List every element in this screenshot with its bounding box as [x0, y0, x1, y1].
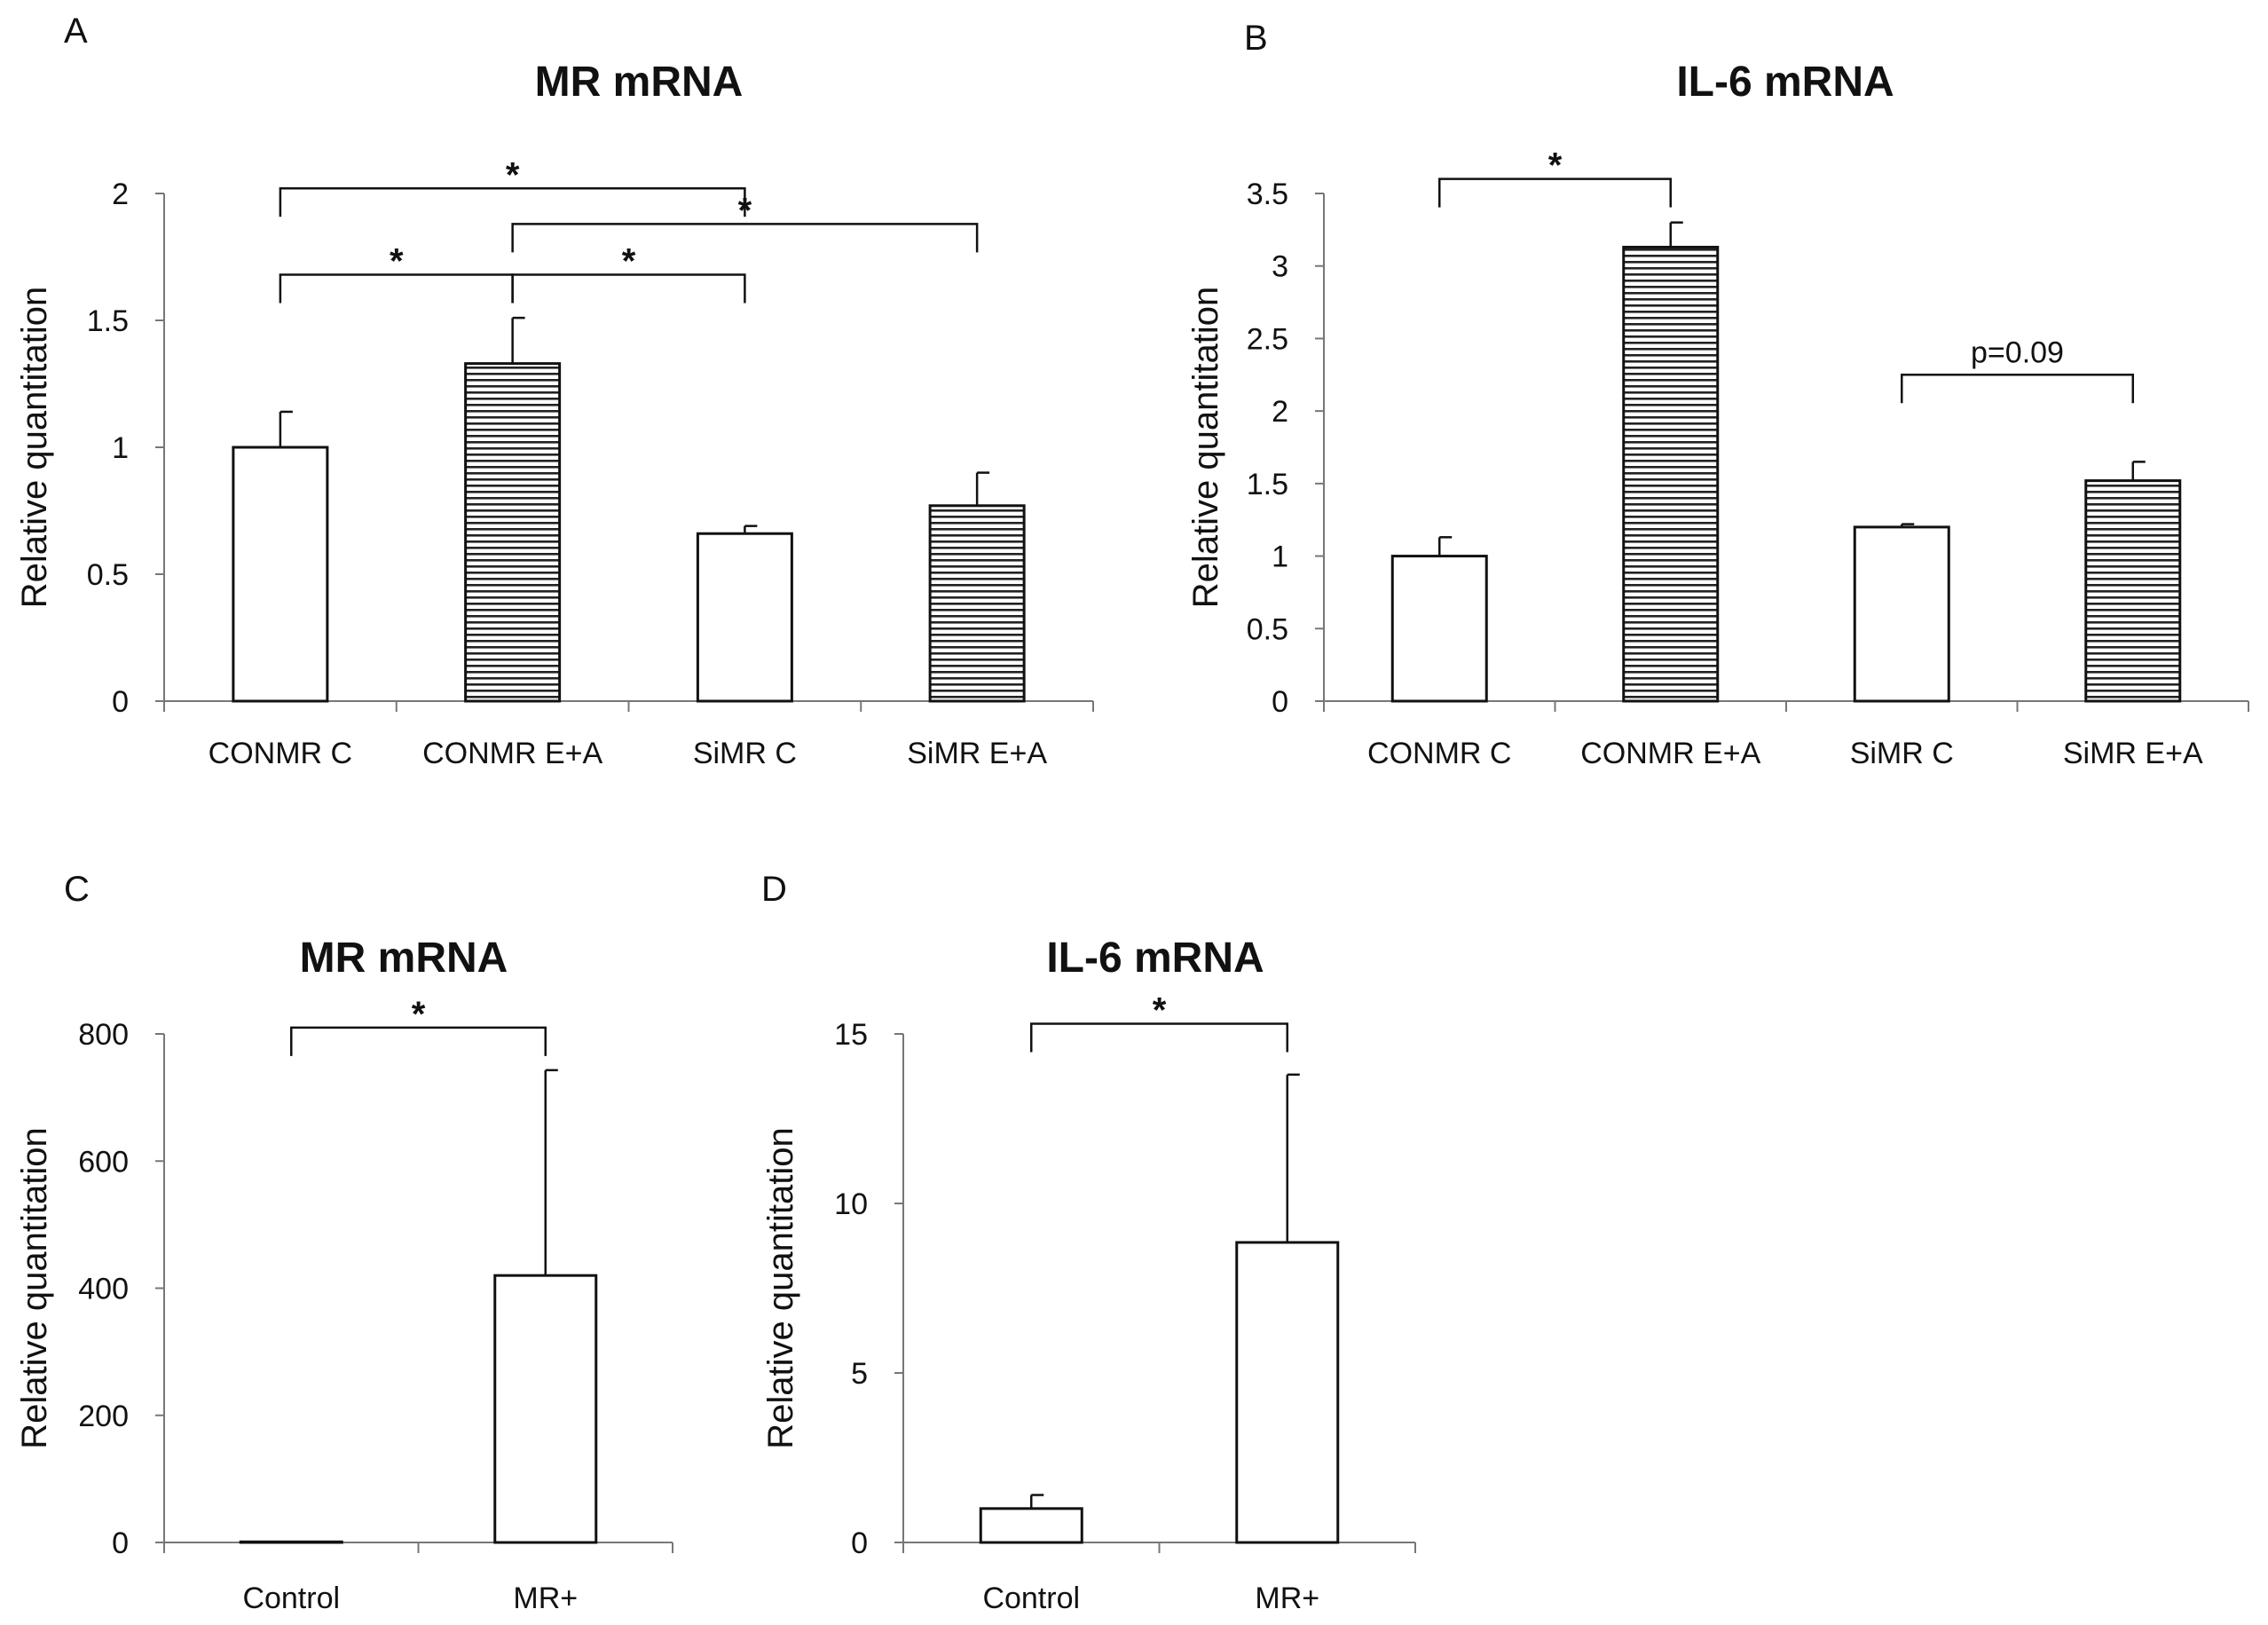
significance-bracket — [1901, 374, 2134, 404]
chart-title: IL-6 mRNA — [1046, 935, 1264, 982]
bar — [493, 1274, 598, 1544]
chart-title: IL-6 mRNA — [1676, 59, 1894, 106]
bar — [1853, 525, 1950, 703]
chart-title: MR mRNA — [535, 59, 744, 106]
y-axis-label: Relative quantitation — [15, 1127, 54, 1448]
category-label: Control — [982, 1582, 1080, 1615]
chart-panel-a: A MR mRNA Relative quantitation 0 0.5 1 1.5 2 CO… — [15, 12, 1094, 770]
bar — [1390, 555, 1488, 703]
bar — [1622, 245, 1720, 703]
category-label: CONMR C — [209, 737, 352, 770]
chart-panel-c: C MR mRNA Relative quantitation 0 200 400 600 8… — [15, 870, 673, 1615]
y-tick-label: 5 — [851, 1357, 868, 1391]
panel-label: D — [761, 870, 787, 909]
significance-star: * — [506, 155, 520, 194]
category-label: MR+ — [1255, 1582, 1319, 1615]
y-tick-label: 2 — [1272, 395, 1288, 429]
y-tick-label: 10 — [834, 1187, 868, 1221]
y-tick-label: 200 — [78, 1400, 129, 1433]
y-tick-label: 0 — [112, 685, 129, 719]
y-tick-label: 800 — [78, 1018, 129, 1052]
category-label: Control — [242, 1582, 340, 1615]
bar — [1235, 1241, 1340, 1544]
y-tick-label: 0 — [1272, 685, 1288, 719]
significance-bracket — [1030, 1022, 1288, 1053]
bar — [696, 532, 793, 703]
y-axis-label: Relative quantitation — [761, 1127, 800, 1448]
category-label: SiMR C — [1850, 737, 1954, 770]
significance-star: * — [738, 191, 752, 230]
y-tick-label: 1.5 — [1247, 468, 1288, 501]
category-label: CONMR E+A — [422, 737, 602, 770]
chart-panel-b: B IL-6 mRNA Relative quantitation 0 0.5 1 1.5 2… — [1186, 19, 2249, 770]
chart-panel-d: D IL-6 mRNA Relative quantitation 0 5 10 15 Con… — [761, 870, 1416, 1615]
y-axis-label: Relative quantitation — [1186, 287, 1225, 608]
significance-star: * — [622, 242, 636, 281]
panel-label: B — [1244, 19, 1268, 58]
significance-star: * — [390, 242, 404, 281]
significance-star: * — [1153, 991, 1167, 1030]
y-tick-label: 0.5 — [87, 558, 129, 592]
bar — [928, 504, 1026, 703]
category-label: CONMR E+A — [1580, 737, 1760, 770]
panel-label: A — [64, 12, 88, 51]
y-axis-label: Relative quantitation — [15, 287, 54, 608]
bar — [232, 446, 329, 703]
y-tick-label: 600 — [78, 1145, 129, 1179]
bar — [979, 1507, 1083, 1544]
category-label: CONMR C — [1367, 737, 1511, 770]
y-tick-label: 1.5 — [87, 304, 129, 338]
category-label: MR+ — [513, 1582, 578, 1615]
bar — [464, 362, 562, 703]
y-tick-label: 15 — [834, 1018, 868, 1052]
y-tick-label: 1 — [112, 431, 129, 465]
panel-label: C — [64, 870, 90, 909]
category-label: SiMR E+A — [907, 737, 1047, 770]
significance-star: * — [1548, 146, 1563, 185]
significance-bracket — [290, 1026, 547, 1056]
significance-bracket — [511, 273, 746, 304]
significance-bracket — [1438, 177, 1672, 208]
chart-title: MR mRNA — [300, 935, 508, 982]
category-label: SiMR E+A — [2063, 737, 2203, 770]
y-tick-label: 1 — [1272, 540, 1288, 574]
y-tick-label: 400 — [78, 1273, 129, 1306]
y-tick-label: 3 — [1272, 250, 1288, 284]
significance-star: * — [412, 995, 426, 1034]
y-tick-label: 0 — [851, 1526, 868, 1560]
y-tick-label: 2 — [112, 177, 129, 211]
y-tick-label: 0.5 — [1247, 612, 1288, 646]
significance-bracket — [511, 223, 979, 253]
y-tick-label: 2.5 — [1247, 322, 1288, 356]
category-label: SiMR C — [693, 737, 797, 770]
significance-pvalue: p=0.09 — [1971, 335, 2064, 369]
y-tick-label: 0 — [112, 1526, 129, 1560]
y-tick-label: 3.5 — [1247, 177, 1288, 211]
bar — [2084, 479, 2182, 703]
significance-bracket — [279, 187, 746, 217]
